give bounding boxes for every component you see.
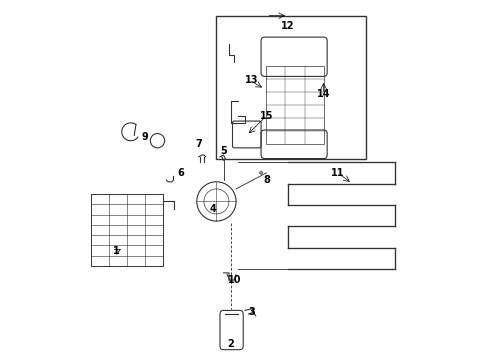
Text: 14: 14 bbox=[317, 89, 330, 99]
Text: 1: 1 bbox=[113, 247, 120, 256]
Text: 4: 4 bbox=[210, 203, 216, 213]
Text: 9: 9 bbox=[142, 132, 148, 142]
Text: 10: 10 bbox=[227, 275, 241, 285]
Bar bbox=[267, 66, 323, 144]
Text: 15: 15 bbox=[260, 111, 273, 121]
Text: 8: 8 bbox=[263, 175, 270, 185]
Polygon shape bbox=[259, 171, 263, 175]
Text: 6: 6 bbox=[177, 168, 184, 178]
Text: 7: 7 bbox=[195, 139, 202, 149]
Bar bbox=[217, 16, 367, 158]
Bar bbox=[92, 194, 163, 266]
Text: 12: 12 bbox=[281, 21, 294, 31]
Text: 5: 5 bbox=[220, 147, 227, 157]
Text: 13: 13 bbox=[245, 75, 259, 85]
Text: 2: 2 bbox=[227, 339, 234, 349]
Text: 11: 11 bbox=[331, 168, 344, 178]
Text: 3: 3 bbox=[249, 307, 255, 317]
